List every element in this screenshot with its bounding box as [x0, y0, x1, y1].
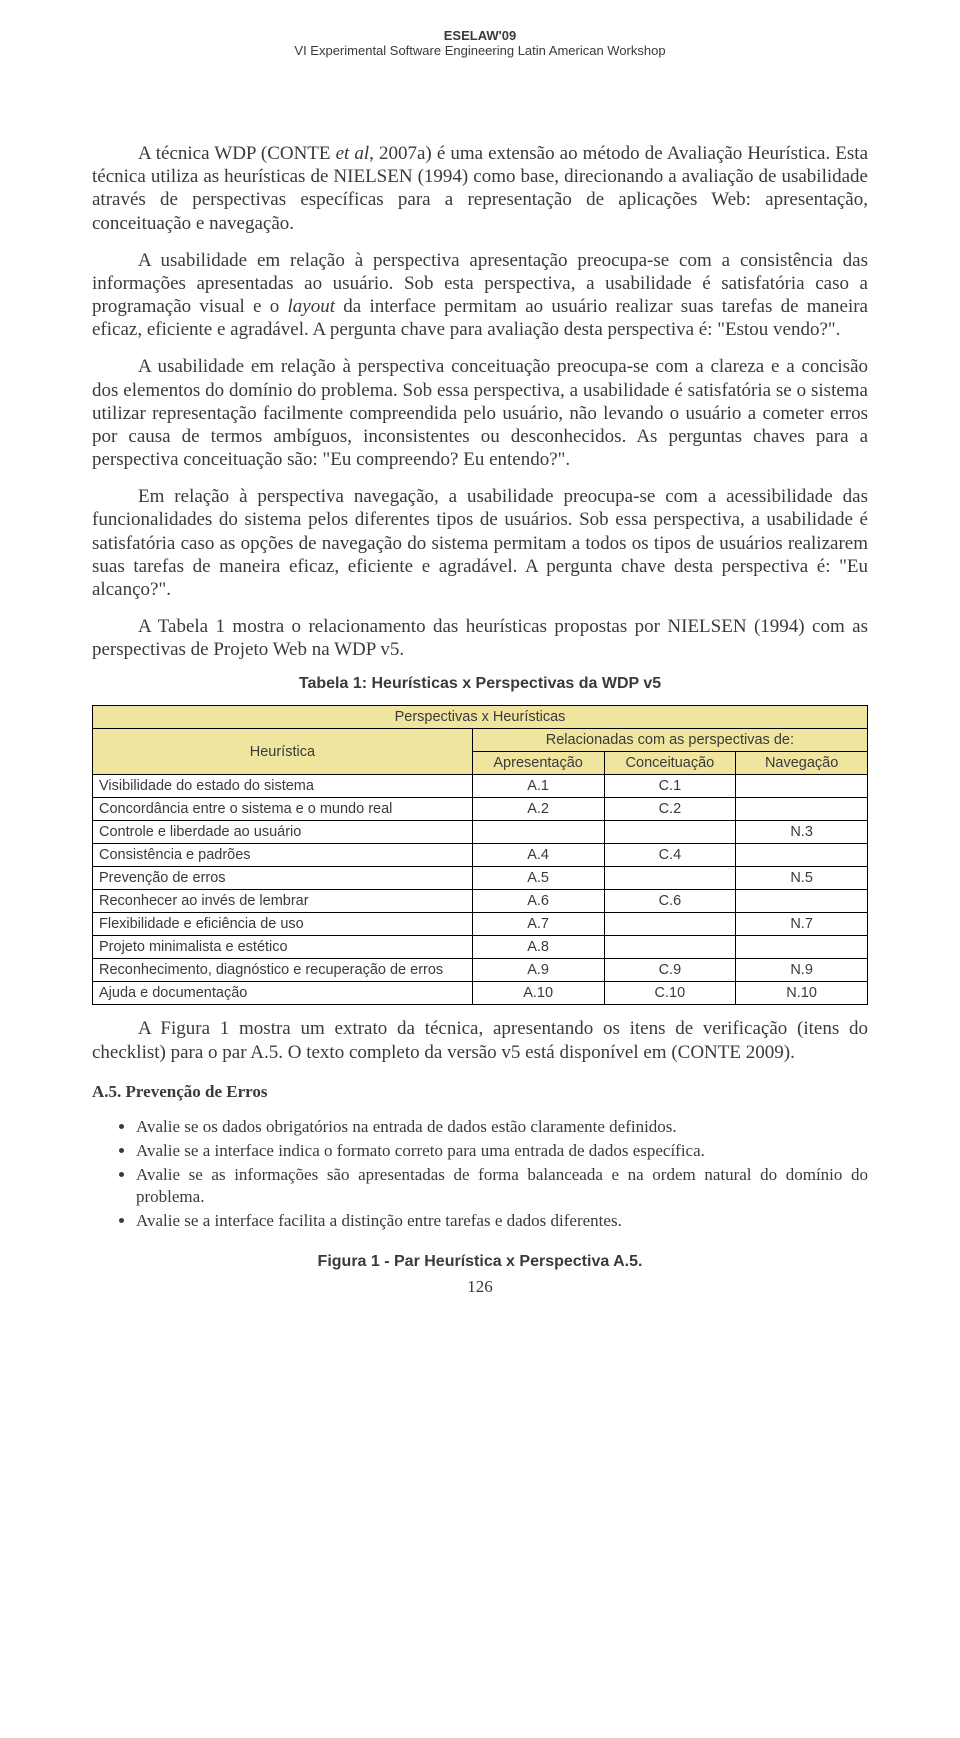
table-caption: Tabela 1: Heurísticas x Perspectivas da … — [92, 675, 868, 693]
row-value: A.8 — [472, 936, 604, 959]
row-value: A.4 — [472, 844, 604, 867]
col-navegacao: Navegação — [736, 752, 868, 775]
header-line-2: VI Experimental Software Engineering Lat… — [92, 43, 868, 58]
table-row: Concordância entre o sistema e o mundo r… — [93, 798, 868, 821]
row-value: A.2 — [472, 798, 604, 821]
table-row: Ajuda e documentaçãoA.10C.10N.10 — [93, 982, 868, 1005]
a5-title: A.5. Prevenção de Erros — [92, 1082, 868, 1102]
row-value — [472, 821, 604, 844]
table-row: Visibilidade do estado do sistemaA.1C.1 — [93, 775, 868, 798]
page-number: 126 — [92, 1277, 868, 1297]
header-line-1: ESELAW'09 — [92, 28, 868, 43]
running-header: ESELAW'09 VI Experimental Software Engin… — [92, 28, 868, 58]
col-heuristica: Heurística — [93, 729, 473, 775]
a5-item: Avalie se as informações são apresentada… — [136, 1164, 868, 1207]
row-label: Concordância entre o sistema e o mundo r… — [93, 798, 473, 821]
table-row: Consistência e padrõesA.4C.4 — [93, 844, 868, 867]
figure-caption: Figura 1 - Par Heurística x Perspectiva … — [92, 1253, 868, 1271]
row-value: C.10 — [604, 982, 736, 1005]
row-value: A.9 — [472, 959, 604, 982]
row-value: N.10 — [736, 982, 868, 1005]
row-value: N.9 — [736, 959, 868, 982]
row-label: Prevenção de erros — [93, 867, 473, 890]
table-body: Visibilidade do estado do sistemaA.1C.1C… — [93, 775, 868, 1005]
row-value: A.10 — [472, 982, 604, 1005]
heuristics-table: Perspectivas x Heurísticas Heurística Re… — [92, 705, 868, 1005]
table-title-cell: Perspectivas x Heurísticas — [93, 706, 868, 729]
row-label: Visibilidade do estado do sistema — [93, 775, 473, 798]
row-value: C.2 — [604, 798, 736, 821]
col-apresentacao: Apresentação — [472, 752, 604, 775]
row-value: C.4 — [604, 844, 736, 867]
p2-italic: layout — [288, 296, 336, 317]
row-value: C.9 — [604, 959, 736, 982]
row-value: A.7 — [472, 913, 604, 936]
paragraph-3: A usabilidade em relação à perspectiva c… — [92, 355, 868, 471]
row-value: C.6 — [604, 890, 736, 913]
row-value — [736, 775, 868, 798]
paragraph-5: A Tabela 1 mostra o relacionamento das h… — [92, 615, 868, 661]
row-value — [604, 867, 736, 890]
a5-checklist: Avalie se os dados obrigatórios na entra… — [92, 1116, 868, 1231]
row-value — [604, 936, 736, 959]
a5-item: Avalie se a interface indica o formato c… — [136, 1140, 868, 1161]
row-value: A.5 — [472, 867, 604, 890]
p1-part-a: A técnica WDP (CONTE — [138, 143, 336, 164]
row-value: C.1 — [604, 775, 736, 798]
row-value: N.3 — [736, 821, 868, 844]
paragraph-after-table: A Figura 1 mostra um extrato da técnica,… — [92, 1017, 868, 1063]
row-label: Controle e liberdade ao usuário — [93, 821, 473, 844]
table-related-cell: Relacionadas com as perspectivas de: — [472, 729, 867, 752]
table-row: Projeto minimalista e estéticoA.8 — [93, 936, 868, 959]
a5-extract: A.5. Prevenção de Erros Avalie se os dad… — [92, 1082, 868, 1231]
row-label: Reconhecimento, diagnóstico e recuperaçã… — [93, 959, 473, 982]
table-row: Controle e liberdade ao usuário N.3 — [93, 821, 868, 844]
table-row: Flexibilidade e eficiência de usoA.7 N.7 — [93, 913, 868, 936]
row-label: Ajuda e documentação — [93, 982, 473, 1005]
row-label: Projeto minimalista e estético — [93, 936, 473, 959]
a5-item: Avalie se a interface facilita a distinç… — [136, 1210, 868, 1231]
row-value — [736, 936, 868, 959]
table-row: Prevenção de errosA.5 N.5 — [93, 867, 868, 890]
row-value — [736, 844, 868, 867]
row-value — [604, 913, 736, 936]
row-value — [604, 821, 736, 844]
row-value: A.6 — [472, 890, 604, 913]
row-value — [736, 798, 868, 821]
paragraph-1: A técnica WDP (CONTE et al, 2007a) é uma… — [92, 142, 868, 235]
row-label: Reconhecer ao invés de lembrar — [93, 890, 473, 913]
col-conceituacao: Conceituação — [604, 752, 736, 775]
row-value: N.5 — [736, 867, 868, 890]
paragraph-2: A usabilidade em relação à perspectiva a… — [92, 249, 868, 342]
table-row: Reconhecimento, diagnóstico e recuperaçã… — [93, 959, 868, 982]
a5-item: Avalie se os dados obrigatórios na entra… — [136, 1116, 868, 1137]
row-label: Flexibilidade e eficiência de uso — [93, 913, 473, 936]
table-row: Reconhecer ao invés de lembrarA.6C.6 — [93, 890, 868, 913]
paragraph-4: Em relação à perspectiva navegação, a us… — [92, 485, 868, 601]
row-value: N.7 — [736, 913, 868, 936]
row-value — [736, 890, 868, 913]
row-value: A.1 — [472, 775, 604, 798]
p1-italic: et al — [336, 143, 370, 164]
row-label: Consistência e padrões — [93, 844, 473, 867]
